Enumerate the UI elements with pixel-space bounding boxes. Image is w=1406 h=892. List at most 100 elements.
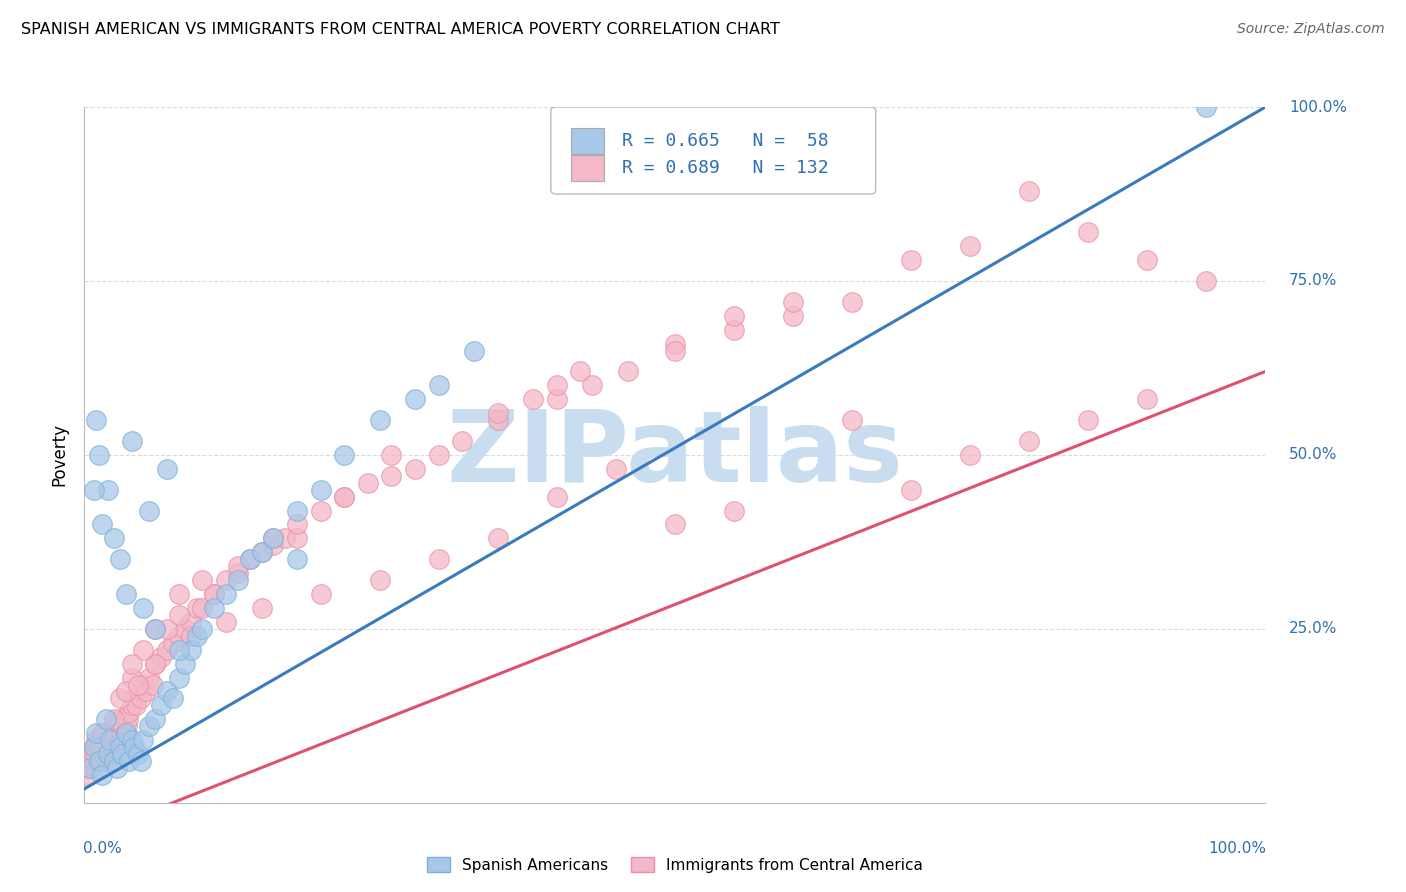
Point xyxy=(368,413,391,427)
Text: Source: ZipAtlas.com: Source: ZipAtlas.com xyxy=(1237,22,1385,37)
Point xyxy=(94,733,117,747)
Point xyxy=(959,448,981,462)
Point xyxy=(114,726,136,740)
Point xyxy=(226,573,249,587)
Point xyxy=(156,462,179,476)
Text: 100.0%: 100.0% xyxy=(1289,100,1347,114)
Point xyxy=(841,413,863,427)
Point xyxy=(285,552,308,566)
Point xyxy=(215,615,238,629)
Point xyxy=(82,754,104,768)
Point xyxy=(138,671,160,685)
Point xyxy=(121,733,143,747)
Point xyxy=(108,712,131,726)
Point xyxy=(1077,225,1099,239)
Point xyxy=(156,642,179,657)
Y-axis label: Poverty: Poverty xyxy=(51,424,69,486)
Point xyxy=(202,587,225,601)
Point xyxy=(723,309,745,323)
Point xyxy=(87,754,110,768)
Point xyxy=(173,657,195,671)
Point xyxy=(108,740,131,755)
Point xyxy=(1195,274,1218,288)
Point xyxy=(108,552,131,566)
Text: 0.0%: 0.0% xyxy=(83,841,122,856)
Point xyxy=(581,378,603,392)
Point xyxy=(80,747,103,761)
Point xyxy=(546,378,568,392)
Point xyxy=(90,733,112,747)
FancyBboxPatch shape xyxy=(551,107,876,194)
Point xyxy=(546,392,568,407)
Point xyxy=(522,392,544,407)
Point xyxy=(97,483,120,497)
Point xyxy=(98,733,121,747)
Point xyxy=(664,343,686,358)
Point xyxy=(215,573,238,587)
Point xyxy=(150,698,173,713)
Point xyxy=(262,532,284,546)
Text: 75.0%: 75.0% xyxy=(1289,274,1337,288)
Point xyxy=(380,448,402,462)
Point xyxy=(285,503,308,517)
Point xyxy=(105,726,128,740)
Point xyxy=(103,754,125,768)
Point xyxy=(129,691,152,706)
FancyBboxPatch shape xyxy=(571,128,605,154)
Point xyxy=(215,587,238,601)
Point xyxy=(285,532,308,546)
Point xyxy=(664,517,686,532)
Point xyxy=(427,378,450,392)
Point xyxy=(782,294,804,309)
Point xyxy=(91,768,114,782)
Point xyxy=(162,636,184,650)
Point xyxy=(97,747,120,761)
Point xyxy=(100,747,122,761)
Point xyxy=(93,740,115,755)
Point xyxy=(156,684,179,698)
Point xyxy=(114,684,136,698)
Point xyxy=(143,657,166,671)
Point xyxy=(143,712,166,726)
Text: 100.0%: 100.0% xyxy=(1209,841,1267,856)
Point xyxy=(486,532,509,546)
Point xyxy=(309,483,332,497)
Point xyxy=(107,761,129,775)
Point xyxy=(143,622,166,636)
Point xyxy=(404,392,426,407)
Point xyxy=(239,552,262,566)
Text: R = 0.665   N =  58: R = 0.665 N = 58 xyxy=(621,132,828,150)
Point xyxy=(202,587,225,601)
Point xyxy=(226,559,249,574)
Point xyxy=(309,587,332,601)
Point xyxy=(723,503,745,517)
Point xyxy=(167,587,190,601)
Point xyxy=(262,538,284,552)
Point xyxy=(226,566,249,581)
Point xyxy=(121,657,143,671)
Point xyxy=(250,545,273,559)
Point xyxy=(333,490,356,504)
Point xyxy=(191,601,214,615)
Point xyxy=(250,601,273,615)
Point xyxy=(118,754,141,768)
Point xyxy=(333,448,356,462)
Point xyxy=(104,733,127,747)
Point xyxy=(101,726,124,740)
Point xyxy=(180,642,202,657)
Point xyxy=(127,747,149,761)
Point xyxy=(239,552,262,566)
Point xyxy=(569,364,592,378)
Point xyxy=(94,712,117,726)
Point xyxy=(1195,100,1218,114)
Point xyxy=(404,462,426,476)
Point xyxy=(115,719,138,733)
Point xyxy=(616,364,638,378)
Point xyxy=(380,468,402,483)
Point xyxy=(91,726,114,740)
Point xyxy=(91,726,114,740)
Point xyxy=(87,740,110,755)
Point xyxy=(84,761,107,775)
Point xyxy=(143,622,166,636)
Point xyxy=(357,475,380,490)
